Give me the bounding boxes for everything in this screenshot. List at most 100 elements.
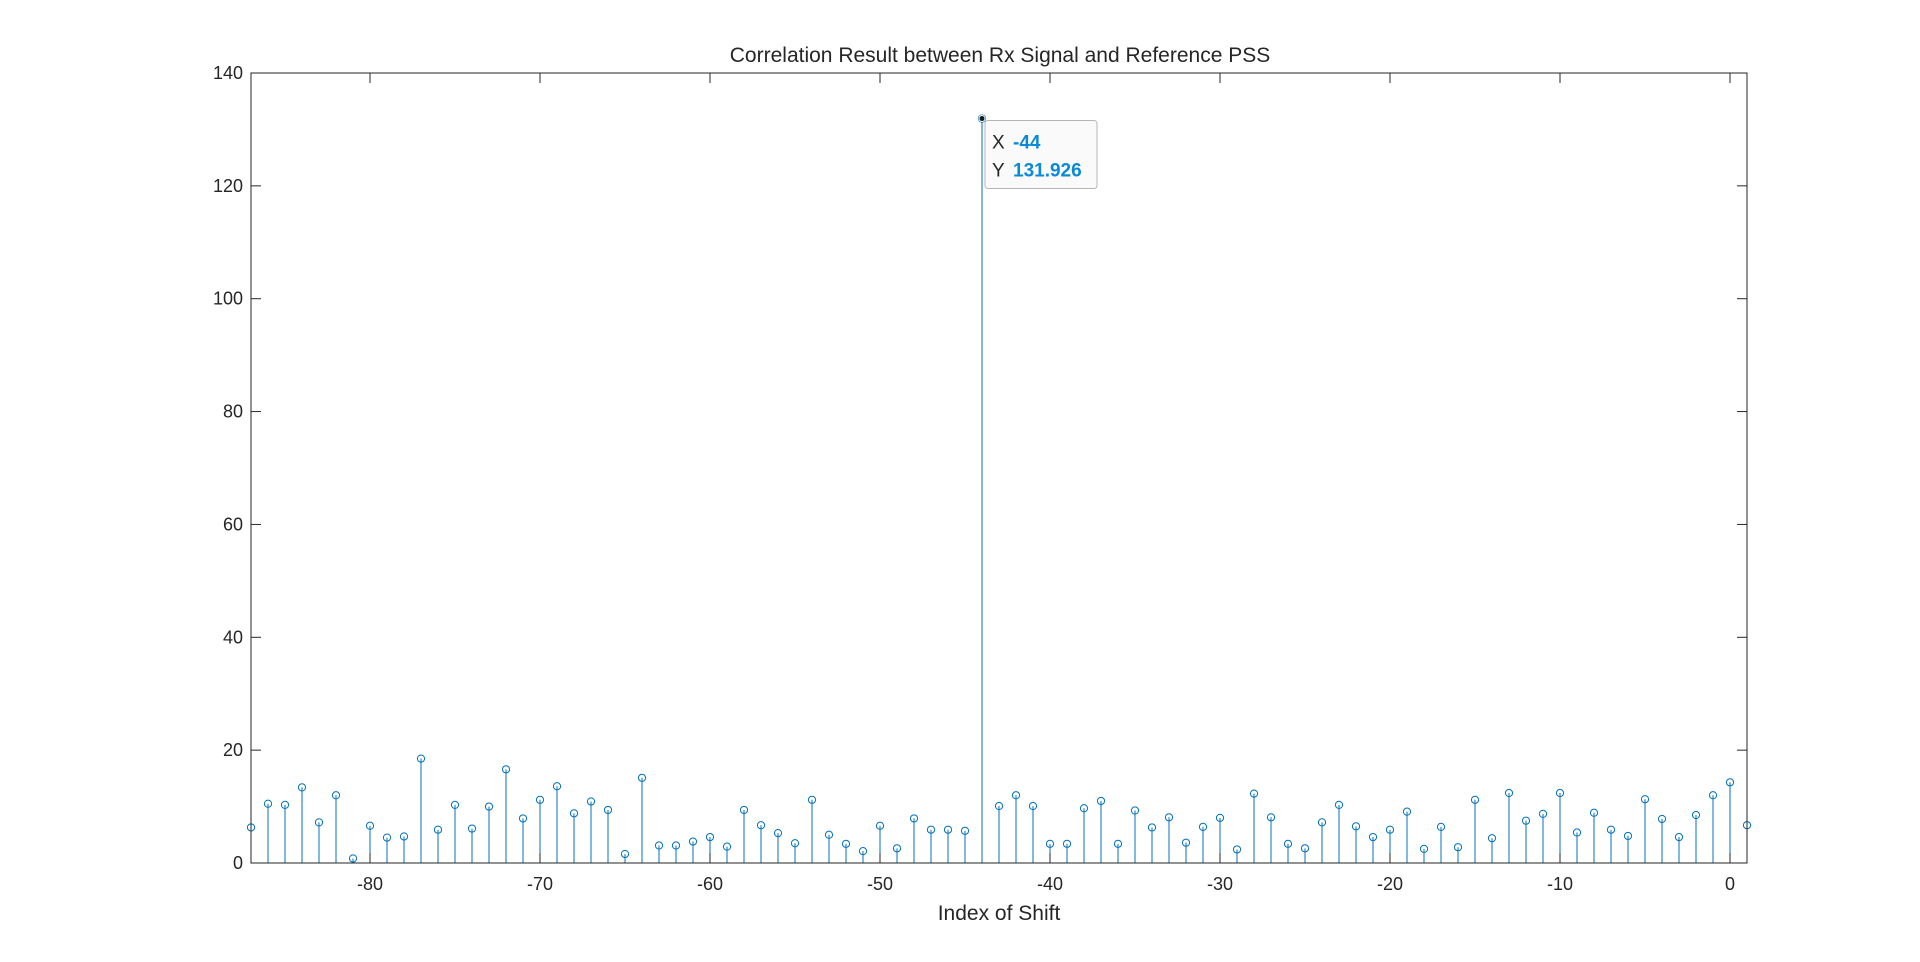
datatip-marker: [978, 115, 986, 123]
chart-title: Correlation Result between Rx Signal and…: [730, 44, 1270, 67]
stem-marker: [1130, 806, 1140, 815]
stem-marker: [297, 783, 307, 792]
stem-marker: [1351, 822, 1361, 831]
y-tick-label: 40: [223, 627, 243, 647]
x-tick-label: -40: [1037, 874, 1063, 894]
y-tick-label: 60: [223, 514, 243, 534]
datatip-x-label: X: [992, 133, 1005, 154]
stem-marker: [1164, 813, 1174, 822]
stem-marker: [807, 795, 817, 804]
stem-marker: [1504, 788, 1514, 798]
stem-marker: [1181, 838, 1191, 847]
stem-marker: [569, 809, 579, 818]
stem-marker: [314, 818, 324, 827]
stem-marker: [994, 801, 1004, 811]
stem-marker: [1368, 832, 1378, 842]
stem-marker: [892, 844, 902, 853]
stem-marker: [977, 114, 987, 123]
stem-marker: [280, 800, 290, 809]
stem-marker: [1538, 809, 1548, 819]
stem-marker: [399, 832, 409, 841]
stem-marker: [518, 814, 528, 823]
stem-marker: [1555, 788, 1565, 798]
datatip[interactable]: X -44 Y 131.926: [978, 115, 1098, 190]
stem-marker: [637, 773, 647, 782]
stem-marker: [1062, 839, 1072, 848]
stem-marker: [1436, 822, 1446, 831]
datatip-box: [984, 120, 1098, 190]
stem-marker: [909, 814, 919, 823]
stem-marker: [790, 839, 800, 848]
stem-marker: [841, 839, 851, 848]
stem-marker: [875, 821, 885, 830]
stem-marker: [1402, 807, 1412, 816]
stem-marker: [331, 791, 341, 800]
x-tick-label: -70: [527, 874, 553, 894]
y-tick-label: 80: [223, 402, 243, 422]
stem-marker: [960, 826, 970, 835]
x-tick-label: -10: [1547, 874, 1573, 894]
x-tick-label: -60: [697, 874, 723, 894]
stem-marker: [416, 754, 426, 763]
stem-marker: [654, 841, 664, 850]
stem-marker: [1589, 808, 1599, 817]
y-tick-label: 20: [223, 740, 243, 760]
stem-marker: [1249, 789, 1259, 798]
stem-marker: [1334, 800, 1344, 809]
stem-marker: [348, 854, 358, 863]
y-tick-label: 0: [233, 853, 243, 873]
stem-marker: [1215, 813, 1225, 822]
x-tick-label: -50: [867, 874, 893, 894]
stem-series: [246, 114, 1752, 863]
stem-marker: [773, 828, 783, 838]
stem-marker: [1640, 795, 1650, 804]
stem-marker: [1028, 801, 1038, 811]
stem-marker: [824, 830, 834, 839]
stem-marker: [1113, 839, 1123, 848]
stem-marker: [501, 765, 511, 774]
plot-box: [250, 72, 1748, 864]
x-axis-label: Index of Shift: [938, 902, 1061, 925]
stem-marker: [1045, 839, 1055, 848]
stem-marker: [1521, 816, 1531, 825]
stem-marker: [1317, 818, 1327, 827]
stem-marker: [1300, 844, 1310, 853]
stem-marker: [1011, 791, 1021, 800]
stem-marker: [943, 825, 953, 834]
stem-marker: [1079, 804, 1089, 813]
stem-marker: [688, 837, 698, 846]
stem-marker: [705, 832, 715, 842]
stem-marker: [1606, 825, 1616, 834]
stem-marker: [858, 847, 868, 856]
stem-marker: [739, 805, 749, 815]
stem-marker: [926, 825, 936, 834]
y-tick-label: 140: [213, 63, 243, 83]
stem-marker: [671, 841, 681, 850]
datatip-y-value: 131.926: [1013, 161, 1082, 182]
stem-marker: [756, 821, 766, 830]
y-tick-label: 120: [213, 176, 243, 196]
stem-marker: [1674, 832, 1684, 842]
stem-marker: [1453, 843, 1463, 852]
stem-marker: [586, 797, 596, 806]
stem-marker: [1470, 795, 1480, 804]
y-axis: 0 20 40 60 80 100 120 140: [213, 63, 1747, 873]
stem-marker: [450, 800, 460, 809]
stem-marker: [1657, 814, 1667, 824]
stem-marker: [1708, 791, 1718, 800]
datatip-x-value: -44: [1013, 133, 1041, 154]
x-tick-label: 0: [1725, 874, 1735, 894]
stem-marker: [722, 842, 732, 851]
datatip-y-label: Y: [992, 161, 1005, 182]
stem-marker: [1198, 822, 1208, 831]
stem-marker: [603, 805, 613, 815]
stem-marker: [382, 833, 392, 842]
stem-marker: [1572, 828, 1582, 837]
stem-marker: [1096, 796, 1106, 806]
stem-marker: [263, 799, 273, 808]
x-tick-label: -20: [1377, 874, 1403, 894]
stem-marker: [1266, 813, 1276, 822]
x-axis: -80 -70 -60 -50 -40 -30 -20 -10 0: [357, 73, 1735, 894]
stem-marker: [1283, 839, 1293, 848]
